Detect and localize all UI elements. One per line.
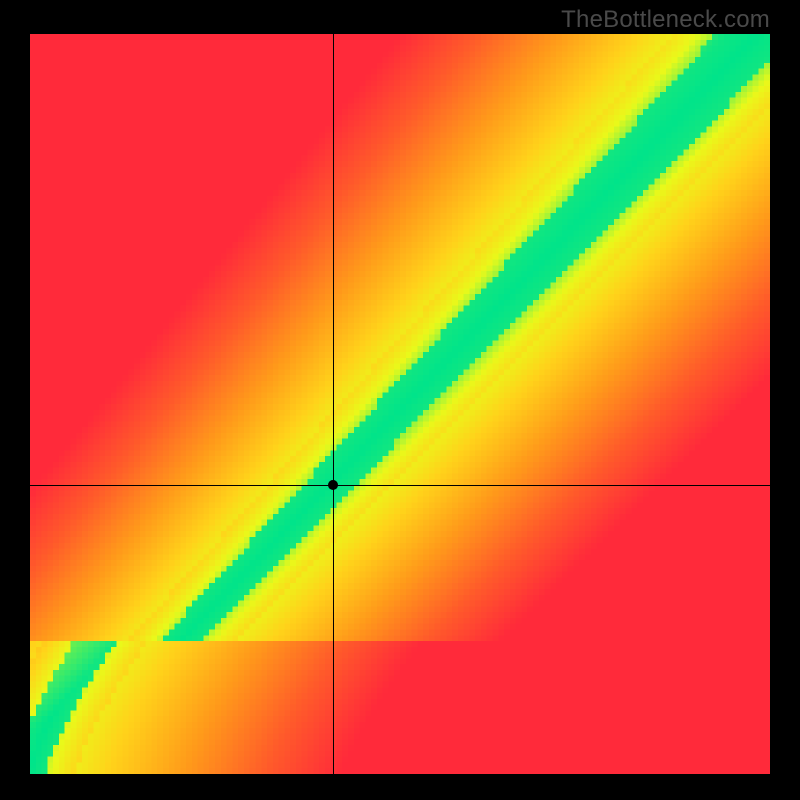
crosshair-overlay bbox=[30, 34, 770, 774]
watermark-text: TheBottleneck.com bbox=[561, 6, 770, 34]
heatmap-plot bbox=[30, 34, 770, 774]
